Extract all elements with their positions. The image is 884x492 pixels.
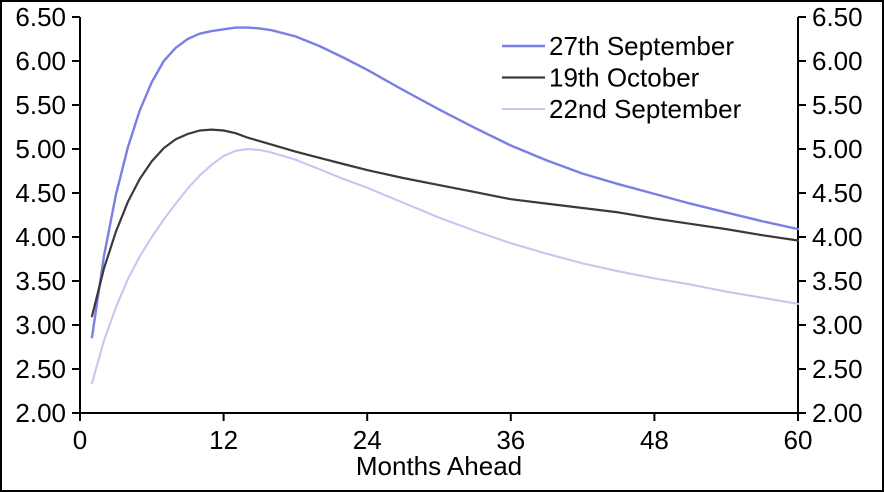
x-axis-tick-label: 0 [73, 425, 87, 455]
series-line-19th-october [90, 128, 800, 318]
legend-label-19th-october: 19th October [549, 63, 700, 93]
y-axis-tick-label-left: 3.00 [15, 310, 66, 340]
series-line-27th-september [90, 26, 800, 339]
y-axis-tick-label-right: 4.50 [812, 178, 863, 208]
x-axis-tick-label: 24 [353, 425, 382, 455]
legend-label-27th-september: 27th September [549, 31, 734, 61]
y-axis-tick-label-left: 4.50 [15, 178, 66, 208]
y-axis-tick-label-right: 2.50 [812, 354, 863, 384]
y-axis-tick-label-right: 3.00 [812, 310, 863, 340]
x-axis-tick-label: 60 [784, 425, 813, 455]
y-axis-tick-label-right: 2.00 [812, 398, 863, 428]
y-axis-tick-label-right: 5.50 [812, 90, 863, 120]
series-line-22nd-september [90, 147, 800, 385]
y-axis-tick-label-left: 2.00 [15, 398, 66, 428]
y-axis-tick-label-left: 2.50 [15, 354, 66, 384]
legend-label-22nd-september: 22nd September [549, 94, 742, 124]
x-axis-tick-label: 36 [496, 425, 525, 455]
y-axis-tick-label-left: 5.50 [15, 90, 66, 120]
y-axis-tick-label-left: 4.00 [15, 222, 66, 252]
y-axis-tick-label-left: 6.00 [15, 46, 66, 76]
x-axis-tick-label: 48 [640, 425, 669, 455]
y-axis-tick-label-right: 5.00 [812, 134, 863, 164]
y-axis-tick-label-left: 6.50 [15, 2, 66, 32]
y-axis-tick-label-left: 3.50 [15, 266, 66, 296]
y-axis-tick-label-left: 5.00 [15, 134, 66, 164]
y-axis-tick-label-right: 6.00 [812, 46, 863, 76]
x-axis-title: Months Ahead [356, 451, 522, 481]
y-axis-tick-label-right: 6.50 [812, 2, 863, 32]
y-axis-tick-label-right: 4.00 [812, 222, 863, 252]
y-axis-tick-label-right: 3.50 [812, 266, 863, 296]
x-axis-tick-label: 12 [209, 425, 238, 455]
